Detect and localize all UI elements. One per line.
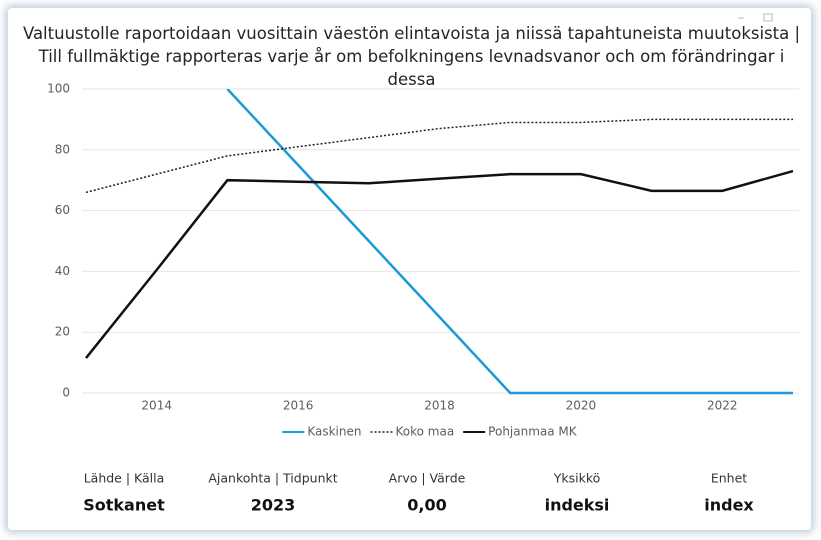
legend-label: Koko maa (395, 425, 454, 439)
y-tick-label: 80 (55, 142, 70, 156)
card (8, 8, 811, 530)
info-label: Ajankohta | Tidpunkt (208, 471, 337, 486)
x-tick-label: 2020 (566, 399, 597, 413)
x-tick-label: 2018 (424, 399, 455, 413)
legend-label: Pohjanmaa MK (488, 425, 578, 439)
series-line (85, 118, 793, 194)
info-value: 2023 (251, 496, 296, 515)
series-line (85, 169, 794, 359)
x-tick-label: 2014 (141, 399, 172, 413)
y-tick-label: 0 (62, 386, 70, 400)
card-icons (738, 13, 773, 22)
series-line (226, 89, 793, 395)
legend-label: Kaskinen (307, 425, 361, 439)
info-value: 0,00 (407, 496, 446, 515)
y-tick-label: 60 (55, 203, 70, 217)
info-label: Yksikkö (553, 471, 601, 486)
info-label: Lähde | Källa (84, 471, 165, 486)
y-tick-label: 40 (55, 264, 70, 278)
x-tick-label: 2016 (283, 399, 314, 413)
info-value: Sotkanet (83, 496, 165, 515)
info-value: index (704, 496, 754, 515)
info-value: indeksi (545, 496, 610, 515)
y-tick-label: 100 (47, 82, 70, 96)
info-label: Enhet (711, 471, 747, 486)
y-tick-label: 20 (55, 325, 70, 339)
chart-title: Valtuustolle raportoidaan vuosittain väe… (22, 24, 801, 89)
info-label: Arvo | Värde (389, 471, 466, 486)
x-tick-label: 2022 (707, 399, 738, 413)
